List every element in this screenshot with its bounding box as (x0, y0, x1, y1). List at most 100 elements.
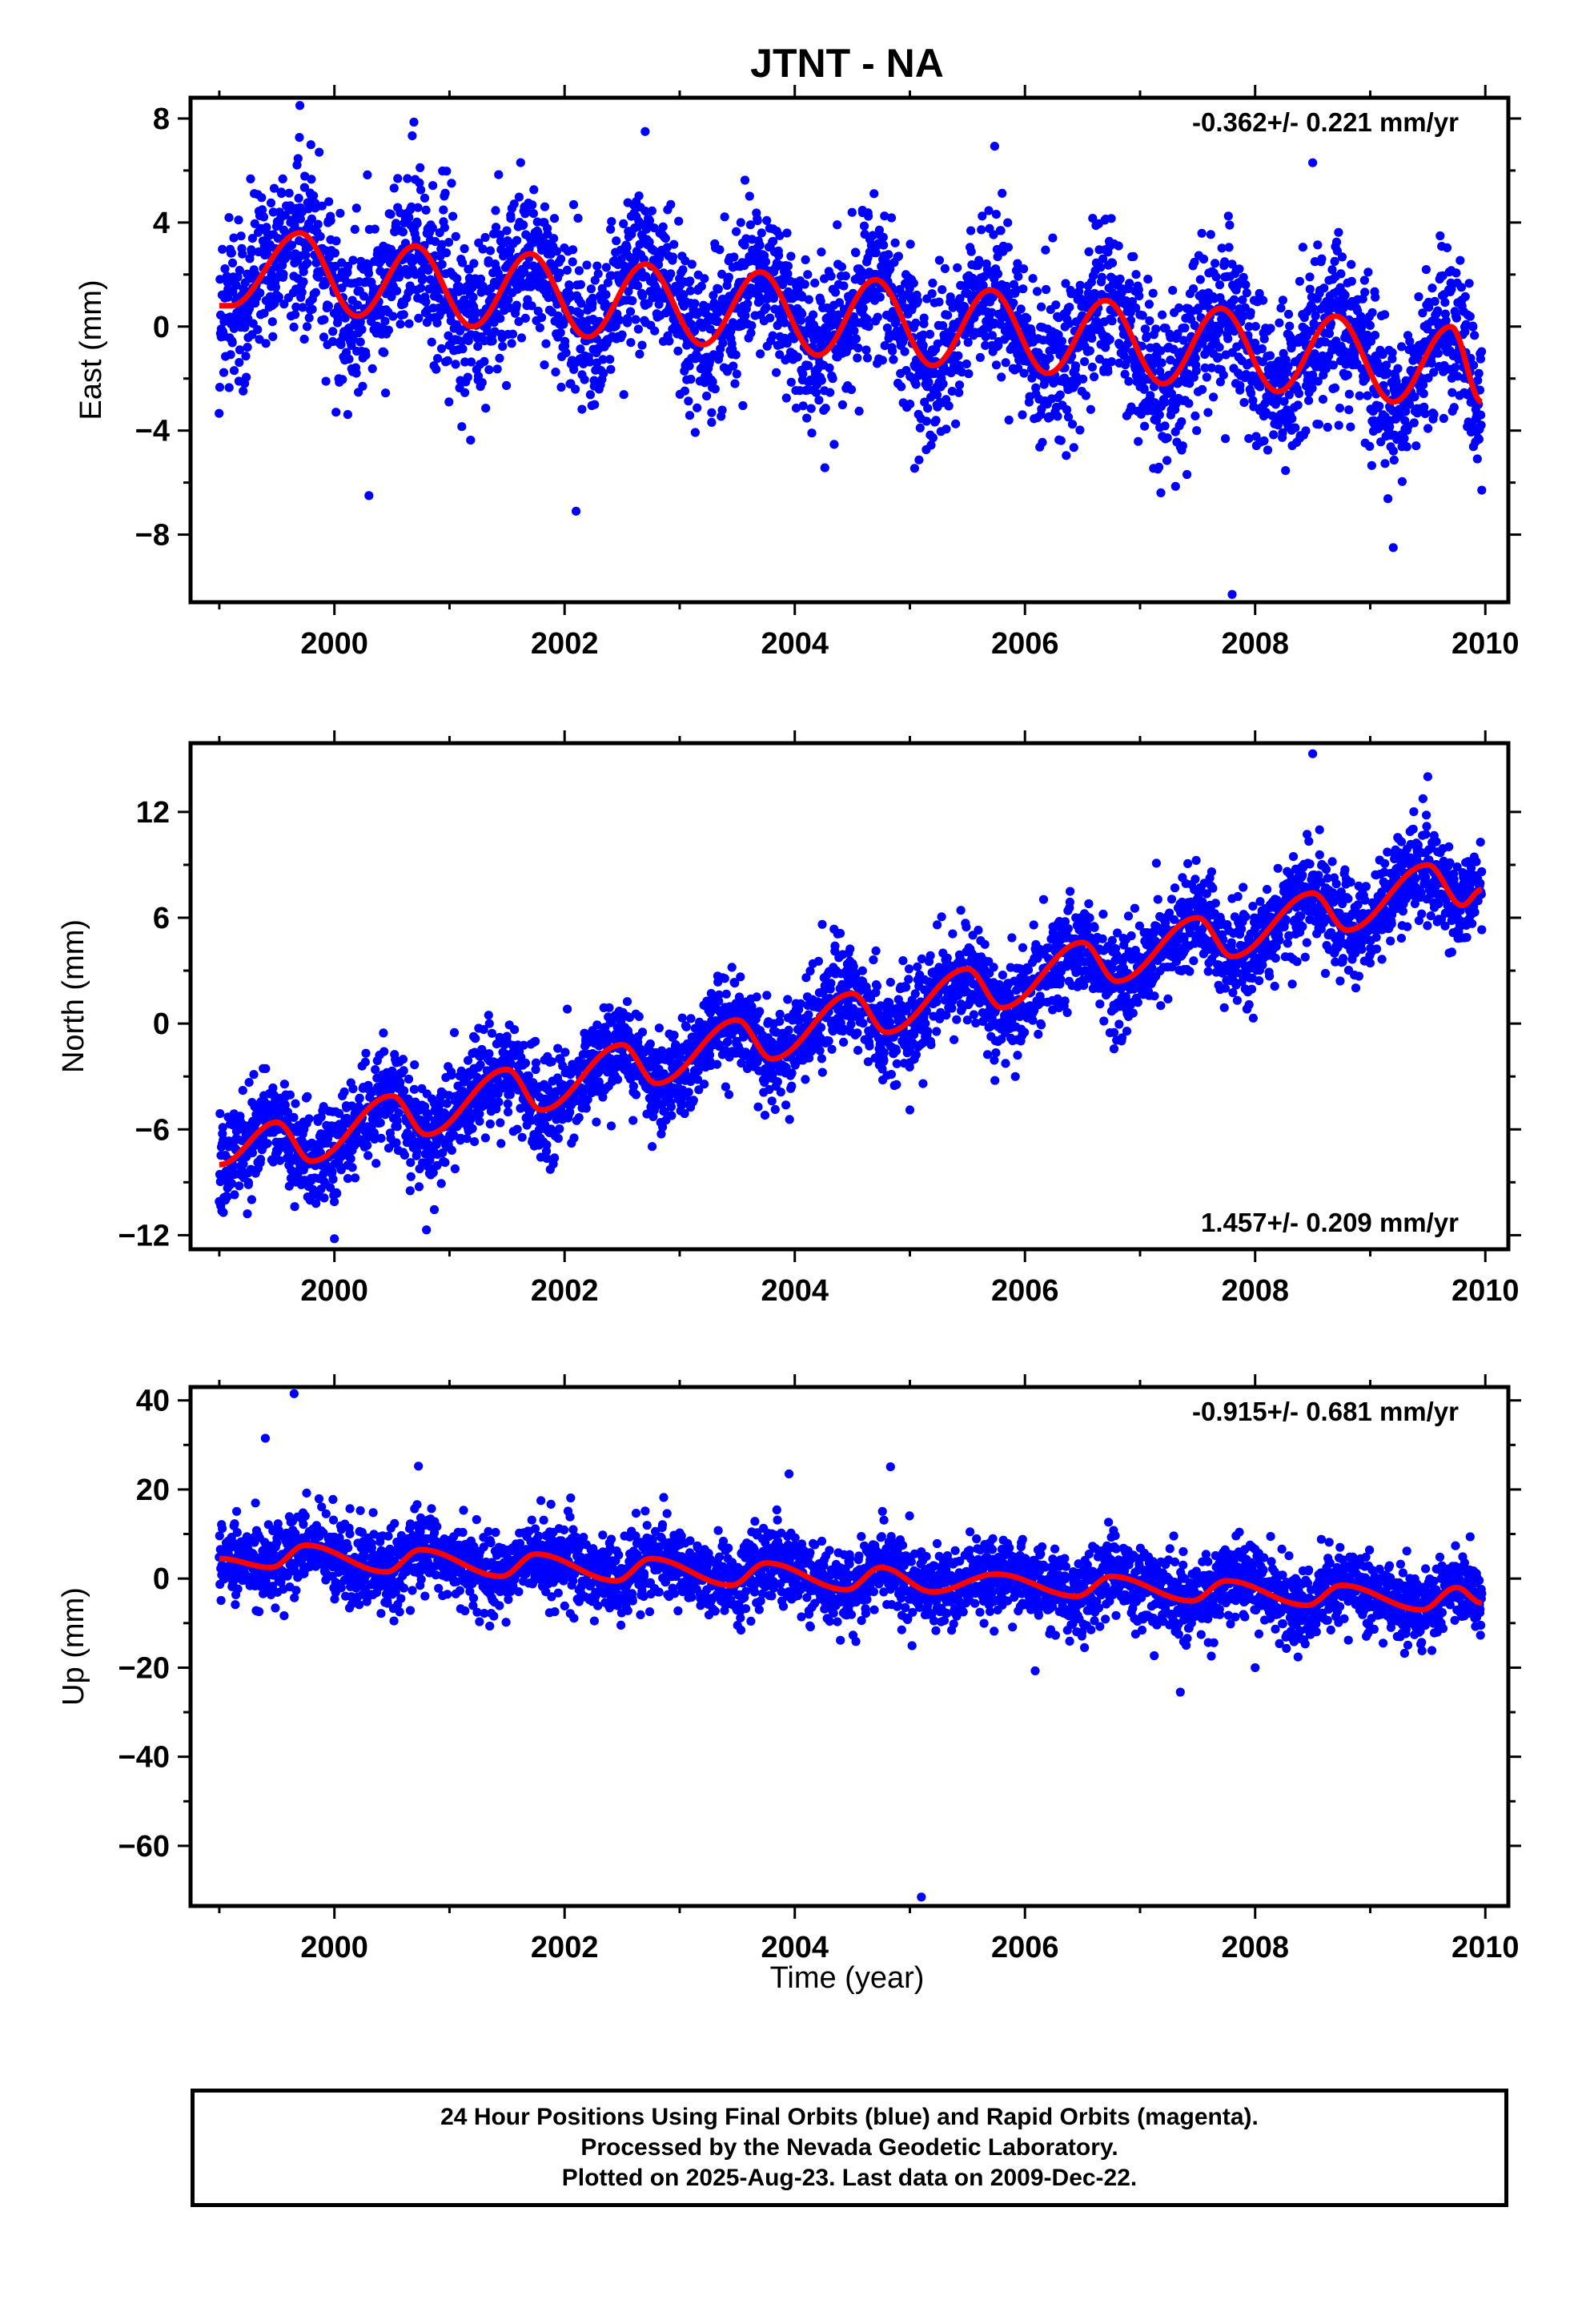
data-point (1266, 324, 1275, 333)
data-point (890, 238, 900, 247)
data-point (458, 344, 468, 354)
y-tick-label: 4 (153, 207, 170, 240)
data-point (393, 174, 403, 183)
data-point (535, 323, 545, 332)
data-point (405, 1186, 415, 1196)
data-point (820, 463, 829, 472)
data-point (1421, 265, 1431, 275)
data-point (661, 234, 670, 243)
data-point (224, 383, 234, 392)
data-point (428, 223, 437, 233)
data-point (526, 282, 536, 292)
data-point (1131, 270, 1141, 279)
data-point (295, 214, 305, 223)
data-point (1287, 414, 1297, 424)
data-point (633, 324, 644, 334)
data-point (406, 1172, 416, 1181)
outlier-point (640, 127, 650, 136)
y-tick-label: 0 (153, 311, 170, 344)
data-point (1343, 370, 1352, 380)
data-point (517, 1132, 527, 1142)
data-point (294, 193, 303, 203)
data-point (814, 396, 824, 405)
data-point (1259, 296, 1268, 305)
data-point (506, 214, 516, 223)
data-point (654, 300, 664, 309)
data-point (243, 1178, 253, 1188)
data-point (563, 1004, 572, 1014)
data-point (491, 206, 500, 215)
data-point (351, 368, 361, 378)
data-point (1086, 404, 1095, 414)
data-point (707, 408, 717, 417)
data-point (1291, 423, 1300, 432)
data-point (451, 231, 460, 241)
data-point (585, 357, 595, 367)
data-point (520, 1058, 531, 1068)
data-point (361, 350, 371, 360)
data-point (686, 374, 696, 384)
data-point (1283, 309, 1294, 319)
data-point (729, 361, 738, 371)
data-point (1440, 309, 1450, 319)
data-point (1334, 420, 1343, 430)
data-point (924, 377, 934, 387)
data-point (235, 358, 244, 368)
data-point (601, 290, 611, 300)
data-point (619, 219, 628, 228)
data-point (1075, 280, 1085, 290)
data-point (635, 349, 644, 359)
data-point (911, 318, 921, 328)
data-point (960, 302, 970, 312)
data-point (1244, 434, 1254, 444)
data-point (871, 248, 881, 258)
data-point (1055, 390, 1065, 400)
data-point (1053, 412, 1062, 421)
data-point (1143, 275, 1153, 284)
data-point (1170, 481, 1180, 491)
data-point (885, 264, 895, 274)
data-point (1319, 283, 1329, 293)
data-point (220, 264, 230, 274)
data-point (1405, 336, 1415, 346)
data-point (299, 267, 308, 276)
data-point (1265, 351, 1275, 360)
data-point (1367, 460, 1376, 470)
data-point (874, 225, 884, 235)
x-tick-label: 2006 (991, 627, 1059, 661)
data-point (1367, 308, 1377, 317)
data-point (761, 303, 771, 312)
data-point (1042, 284, 1051, 295)
data-point (556, 382, 566, 392)
data-point (1306, 326, 1315, 336)
data-point (457, 422, 467, 432)
data-point (1064, 319, 1074, 328)
data-point (315, 231, 325, 241)
data-point (460, 388, 470, 397)
data-point (379, 348, 389, 357)
data-point (434, 293, 444, 303)
data-point (775, 350, 785, 360)
data-point (433, 354, 443, 364)
data-point (498, 341, 508, 352)
data-point (1184, 399, 1194, 408)
data-point (414, 313, 424, 323)
data-point (1430, 296, 1439, 306)
data-point (783, 269, 793, 279)
data-point (223, 278, 232, 287)
data-point (540, 202, 550, 211)
data-point (1363, 267, 1373, 277)
data-point (1019, 264, 1029, 274)
data-point (747, 321, 757, 331)
data-point (647, 206, 657, 215)
data-point (1126, 316, 1136, 325)
data-point (491, 223, 501, 232)
data-point (346, 1154, 355, 1164)
data-point (370, 224, 379, 234)
data-point (1283, 362, 1293, 372)
data-point (954, 351, 963, 360)
data-point (332, 1188, 342, 1198)
data-point (1359, 275, 1369, 285)
data-point (360, 1057, 370, 1067)
data-point (333, 313, 343, 323)
